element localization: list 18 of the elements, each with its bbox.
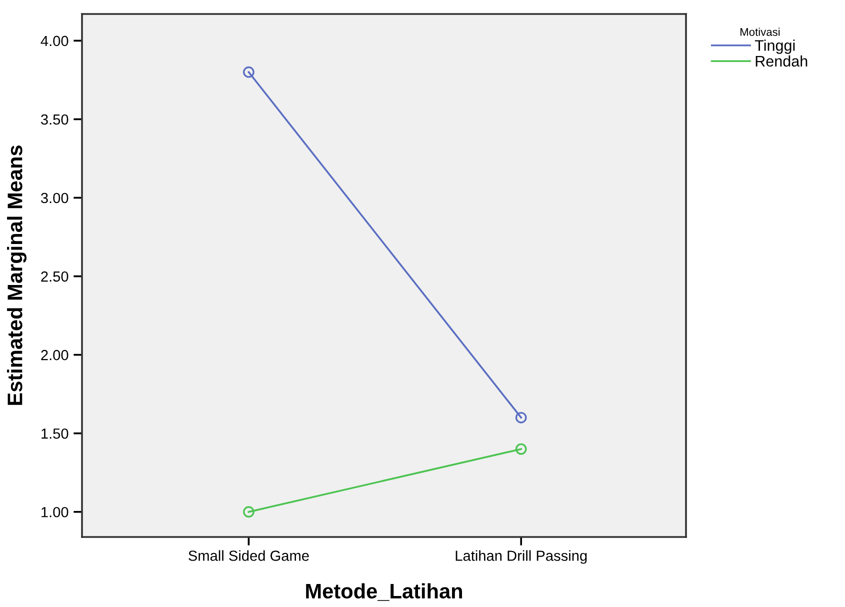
- point: [515, 412, 527, 424]
- y-tick-label: 2.50: [41, 271, 68, 282]
- x-axis-title: Metode_Latihan: [306, 583, 462, 601]
- legend-label: Tinggi: [754, 40, 795, 54]
- legend-title: Motivasi: [740, 28, 780, 36]
- y-tick-label: 3.00: [40, 192, 68, 204]
- point: [243, 506, 254, 518]
- y-tick-label: 4.00: [40, 36, 68, 46]
- point: [515, 443, 527, 455]
- y-tick-label: 1.50: [42, 428, 68, 439]
- y-tick-label: 3.50: [40, 114, 68, 125]
- y-tick-label: 1.00: [42, 506, 68, 518]
- x-tick-label: Latihan Drill Passing: [456, 550, 587, 564]
- y-tick-label: 2.00: [41, 350, 68, 360]
- legend-label: Rendah: [756, 55, 808, 67]
- point: [243, 66, 254, 78]
- y-axis-title: Estimated Marginal Means: [7, 146, 27, 405]
- x-tick-label: Small Sided Game: [188, 550, 309, 561]
